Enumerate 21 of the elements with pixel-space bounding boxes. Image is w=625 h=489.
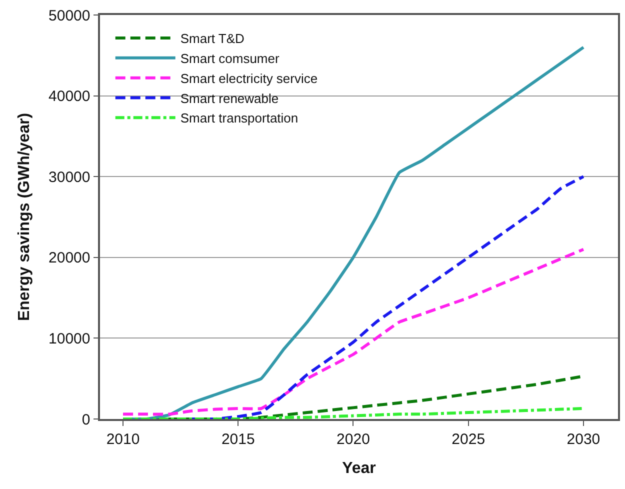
x-tick-label: 2030 bbox=[566, 430, 600, 448]
y-tick-label: 50000 bbox=[48, 7, 90, 24]
legend-label: Smart comsumer bbox=[180, 51, 280, 66]
y-tick-label: 0 bbox=[82, 411, 90, 428]
x-axis-title: Year bbox=[342, 460, 376, 477]
y-tick-label: 30000 bbox=[48, 168, 90, 186]
legend-label: Smart electricity service bbox=[180, 70, 318, 86]
y-tick-label: 10000 bbox=[48, 330, 90, 348]
legend-label: Smart transportation bbox=[180, 110, 298, 126]
legend-label: Smart T&D bbox=[180, 31, 244, 46]
line-series bbox=[122, 407, 585, 419]
y-axis-title: Energy savings (GWh/year) bbox=[16, 112, 33, 322]
x-tick-label: 2010 bbox=[106, 430, 140, 448]
x-tick-label: 2020 bbox=[336, 430, 370, 448]
legend-label: Smart renewable bbox=[180, 90, 279, 106]
x-tick-label: 2015 bbox=[221, 430, 255, 448]
y-tick-label: 20000 bbox=[48, 250, 90, 267]
x-tick-label: 2025 bbox=[452, 430, 486, 448]
line-series bbox=[122, 248, 585, 416]
y-tick-label: 40000 bbox=[48, 88, 90, 106]
line-series bbox=[190, 175, 585, 419]
